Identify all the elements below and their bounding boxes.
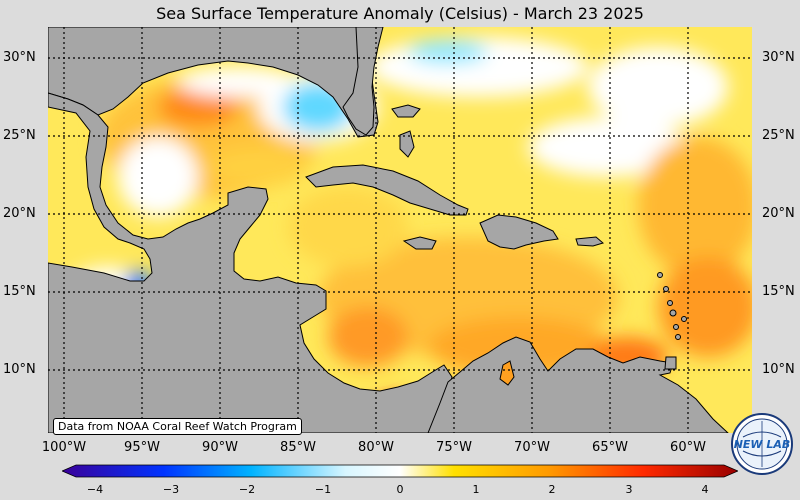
lat-label-10n-left: 10°N (3, 362, 36, 377)
map-title: Sea Surface Temperature Anomaly (Celsius… (156, 4, 644, 23)
lat-label-25n-right: 25°N (762, 128, 795, 143)
colorbar-tick-neg2: −2 (238, 483, 256, 496)
data-source-credit: Data from NOAA Coral Reef Watch Program (53, 418, 302, 435)
lat-label-30n-right: 30°N (762, 50, 795, 65)
colorbar-tick-0: 0 (396, 483, 404, 496)
lon-label-80w: 80°W (358, 440, 394, 455)
sst-anomaly-map (48, 27, 752, 433)
colorbar-tick-neg1: −1 (314, 483, 332, 496)
lat-label-20n-right: 20°N (762, 206, 795, 221)
anomaly-colorbar (60, 463, 740, 478)
lat-label-25n-left: 25°N (3, 128, 36, 143)
lon-label-100w: 100°W (41, 440, 87, 455)
colorbar-tick-neg3: −3 (162, 483, 180, 496)
lon-label-85w: 85°W (280, 440, 316, 455)
lat-lon-grid (48, 27, 752, 433)
land-masses (48, 27, 729, 433)
colorbar-tick-3: 3 (625, 483, 633, 496)
lat-label-30n-left: 30°N (3, 50, 36, 65)
lon-label-60w: 60°W (670, 440, 706, 455)
sst-anomaly-field (48, 37, 752, 433)
lat-label-20n-left: 20°N (3, 206, 36, 221)
colorbar-tick-1: 1 (472, 483, 480, 496)
colorbar-tick-neg4: −4 (86, 483, 104, 496)
lon-label-70w: 70°W (514, 440, 550, 455)
svg-text:NEW LAB: NEW LAB (734, 438, 791, 451)
lat-label-10n-right: 10°N (762, 362, 795, 377)
lon-label-75w: 75°W (436, 440, 472, 455)
lat-label-15n-left: 15°N (3, 284, 36, 299)
colorbar-tick-2: 2 (548, 483, 556, 496)
lon-label-65w: 65°W (592, 440, 628, 455)
new-lab-logo: NEW LAB (731, 413, 793, 475)
lat-label-15n-right: 15°N (762, 284, 795, 299)
lon-label-90w: 90°W (202, 440, 238, 455)
lon-label-95w: 95°W (124, 440, 160, 455)
colorbar-tick-4: 4 (701, 483, 709, 496)
